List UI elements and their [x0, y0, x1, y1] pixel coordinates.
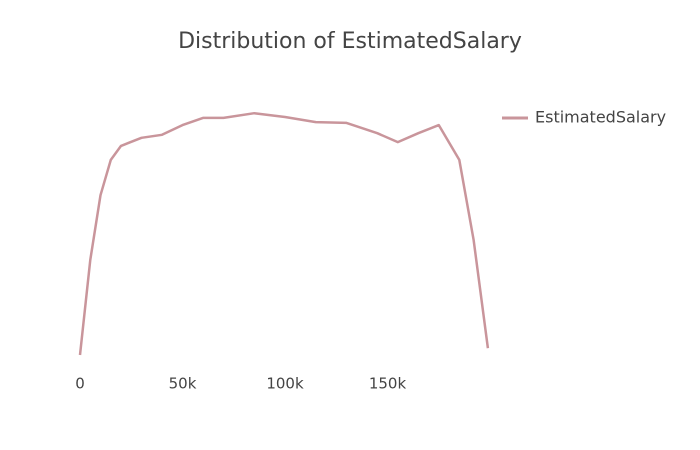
legend-label: EstimatedSalary	[535, 108, 666, 127]
x-tick-label: 150k	[369, 375, 407, 393]
x-tick-label: 100k	[266, 375, 304, 393]
x-tick-label: 0	[75, 375, 85, 393]
x-tick-label: 50k	[169, 375, 197, 393]
chart-title: Distribution of EstimatedSalary	[178, 29, 522, 54]
line	[78, 111, 490, 356]
